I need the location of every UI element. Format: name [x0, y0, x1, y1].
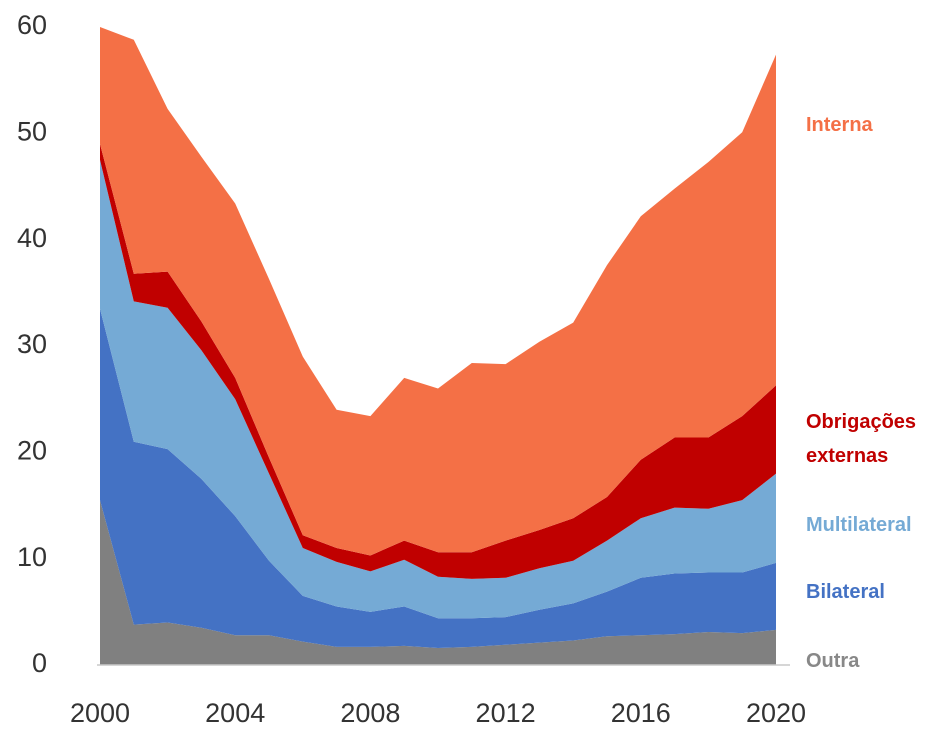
y-tick-label: 0: [32, 648, 47, 678]
area: [100, 308, 776, 648]
area: [100, 159, 776, 619]
legend-label: Interna: [806, 114, 873, 136]
legend-label: Obrigações externas: [806, 411, 917, 467]
x-tick-label: 2004: [205, 698, 265, 728]
x-tick-label: 2020: [746, 698, 806, 728]
legend-label: Bilateral: [806, 581, 885, 603]
y-tick-label: 40: [17, 223, 47, 253]
legend-label: Outra: [806, 650, 860, 672]
y-tick-label: 30: [17, 329, 47, 359]
y-tick-label: 60: [17, 10, 47, 40]
area: [100, 27, 776, 556]
x-tick-label: 2000: [70, 698, 130, 728]
y-tick-label: 10: [17, 542, 47, 572]
y-tick-label: 50: [17, 116, 47, 146]
x-tick-label: 2016: [611, 698, 671, 728]
area: [100, 143, 776, 579]
area: [100, 500, 776, 665]
y-tick-label: 20: [17, 435, 47, 465]
legend-label: Multilateral: [806, 514, 912, 536]
x-tick-label: 2012: [476, 698, 536, 728]
x-tick-label: 2008: [340, 698, 400, 728]
